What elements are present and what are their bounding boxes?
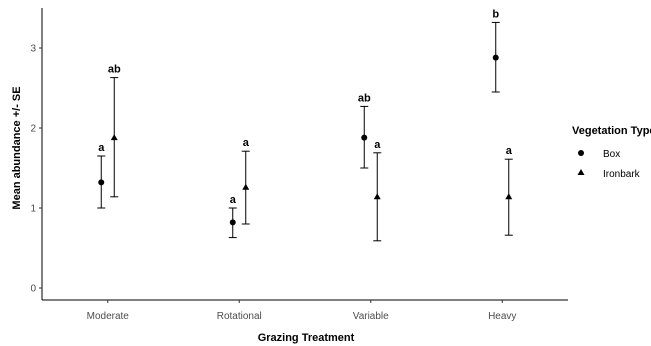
- y-tick-label: 0: [30, 284, 36, 295]
- legend-key-box: [578, 150, 584, 156]
- legend-key-ironbark: [577, 169, 585, 175]
- data-point-ironbark: [110, 134, 118, 141]
- significance-label: a: [98, 142, 105, 154]
- data-point-ironbark: [505, 193, 513, 200]
- data-point-box: [98, 179, 105, 186]
- significance-label: a: [243, 137, 250, 149]
- data-point-box: [361, 134, 368, 141]
- data-point-box: [229, 219, 236, 226]
- significance-label: a: [374, 139, 381, 151]
- significance-label: a: [506, 145, 513, 157]
- significance-label: a: [230, 194, 237, 206]
- y-tick-label: 3: [30, 44, 36, 55]
- data-point-ironbark: [242, 183, 250, 190]
- x-tick-label: Variable: [353, 311, 389, 322]
- data-point-ironbark: [373, 193, 381, 200]
- x-tick-label: Rotational: [217, 311, 262, 322]
- y-tick-label: 1: [30, 204, 36, 215]
- data-point-box: [492, 54, 499, 61]
- plot-panel: 0 1 2 3 Moderate Rotational Variable Heavy a a ab b…: [30, 8, 568, 322]
- significance-label: b: [492, 8, 499, 20]
- x-tick-label: Moderate: [87, 311, 130, 322]
- legend-label-box: Box: [603, 149, 620, 160]
- x-tick-label: Heavy: [488, 311, 516, 322]
- legend: Vegetation Type Box Ironbark: [572, 125, 651, 180]
- x-axis-title: Grazing Treatment: [258, 332, 355, 344]
- legend-label-ironbark: Ironbark: [603, 169, 641, 180]
- significance-label: ab: [358, 92, 371, 104]
- y-tick-label: 2: [30, 124, 36, 135]
- y-axis-title: Mean abundance +/- SE: [11, 86, 23, 209]
- legend-title: Vegetation Type: [572, 125, 651, 137]
- significance-label: ab: [108, 64, 121, 76]
